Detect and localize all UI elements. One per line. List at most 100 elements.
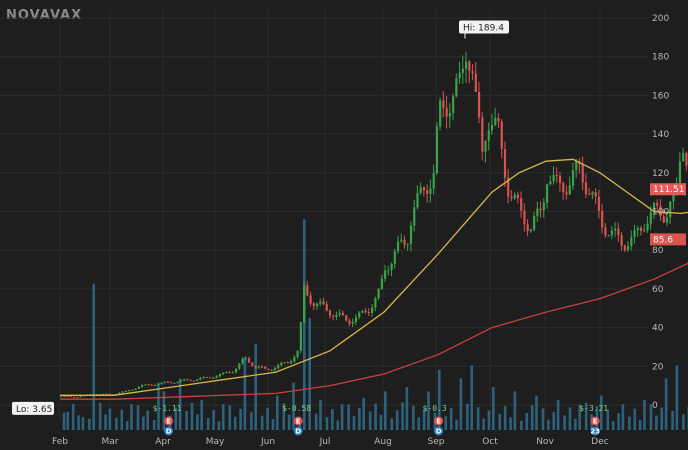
candle-body <box>597 196 601 211</box>
candle-body <box>179 380 183 382</box>
volume-bar <box>422 409 426 430</box>
volume-bar <box>455 419 458 430</box>
candle-body <box>335 314 338 317</box>
earnings-badge-d <box>434 426 444 436</box>
x-tick-label: Mar <box>102 437 119 447</box>
volume-bar <box>628 416 631 430</box>
earnings-badge-e-label: E <box>296 418 301 426</box>
candle-body <box>546 184 549 203</box>
candle-body <box>646 223 649 231</box>
candle-body <box>286 362 289 364</box>
candle-body <box>251 362 254 367</box>
earnings-badge-d-label: 23 <box>590 428 600 436</box>
candle-body <box>338 312 341 315</box>
candle-body <box>387 270 390 272</box>
earnings-badge-d-label: D <box>295 428 301 436</box>
candle-body <box>244 358 247 360</box>
x-tick-label: Oct <box>482 437 498 447</box>
candle-body <box>490 124 494 131</box>
candle-body <box>445 107 448 117</box>
candle-body <box>665 217 669 223</box>
candle-body <box>533 216 536 230</box>
candle-body <box>500 121 503 149</box>
candle-body <box>571 170 575 186</box>
ma200-line <box>60 262 688 400</box>
volume-bar <box>254 344 257 430</box>
volume-bar <box>319 399 322 430</box>
candle-body <box>610 230 613 235</box>
candle-body <box>494 117 497 125</box>
candle-body <box>254 366 257 368</box>
candle-body <box>529 229 532 232</box>
volume-bar <box>643 399 646 430</box>
candle-body <box>79 396 82 398</box>
candle-body <box>639 227 643 231</box>
ma50-path <box>60 158 688 396</box>
candle-body <box>238 363 241 369</box>
volume-bar <box>520 420 523 430</box>
volume-bar <box>384 391 387 430</box>
candle-body <box>364 310 367 313</box>
candle-body <box>623 245 626 251</box>
volume-bar <box>503 406 507 430</box>
chart-grid <box>0 10 648 420</box>
candle-body <box>562 183 565 193</box>
candle-body <box>477 91 481 118</box>
volume-bar <box>568 407 572 430</box>
y-tick-label: 120 <box>652 169 669 179</box>
candle-body <box>468 61 471 72</box>
candle-body <box>422 187 426 191</box>
volume-bar <box>308 318 311 430</box>
candle-body <box>189 379 192 381</box>
earnings-badge-e-label: E <box>436 418 441 426</box>
volume-bar <box>541 408 545 430</box>
volume-bar <box>217 421 221 430</box>
candle-body <box>105 393 108 395</box>
earnings-badge-e <box>590 416 600 426</box>
volume-bar <box>682 414 685 430</box>
volume-bar <box>362 397 365 430</box>
volume-bar <box>325 417 329 430</box>
earnings-badge-d-label: D <box>166 428 172 436</box>
volume-bar <box>239 408 242 430</box>
candle-body <box>98 394 102 396</box>
volume-bar <box>492 387 495 430</box>
volume-bar <box>405 387 409 430</box>
candle-body <box>186 379 189 381</box>
candle-body <box>234 368 238 373</box>
candle-body <box>322 301 325 305</box>
candle-body <box>309 295 312 304</box>
candle-body <box>260 366 264 368</box>
volume-bar <box>655 415 658 430</box>
price-tag-box <box>650 183 686 196</box>
volume-bar <box>374 403 377 430</box>
candle-body <box>218 373 221 377</box>
ma50-line <box>60 158 688 396</box>
volume-bar <box>574 418 577 430</box>
volume-bar <box>547 419 550 430</box>
volume-bar <box>390 418 394 430</box>
earnings-badge-d <box>164 426 174 436</box>
volume-bar <box>466 403 469 430</box>
volume-bar <box>287 414 291 430</box>
volume-bars <box>62 219 688 430</box>
volume-bar <box>303 219 306 430</box>
candle-body <box>419 187 422 193</box>
candle-body <box>358 312 361 318</box>
price-tag-box <box>650 233 686 246</box>
candle-body <box>341 312 345 316</box>
candle-body <box>439 100 442 127</box>
chart-callouts: Hi: 189.4 Lo: 3.65 <box>12 20 509 415</box>
candle-body <box>403 239 406 245</box>
candle-body <box>264 366 267 369</box>
low-callout-box <box>12 401 54 415</box>
candle-body <box>290 361 293 364</box>
candle-body <box>396 241 400 252</box>
candle-body <box>636 227 639 231</box>
candle-body <box>584 182 588 194</box>
volume-bar <box>136 405 140 430</box>
volume-bar <box>449 408 453 430</box>
candle-body <box>435 126 439 173</box>
volume-bar <box>185 410 188 430</box>
